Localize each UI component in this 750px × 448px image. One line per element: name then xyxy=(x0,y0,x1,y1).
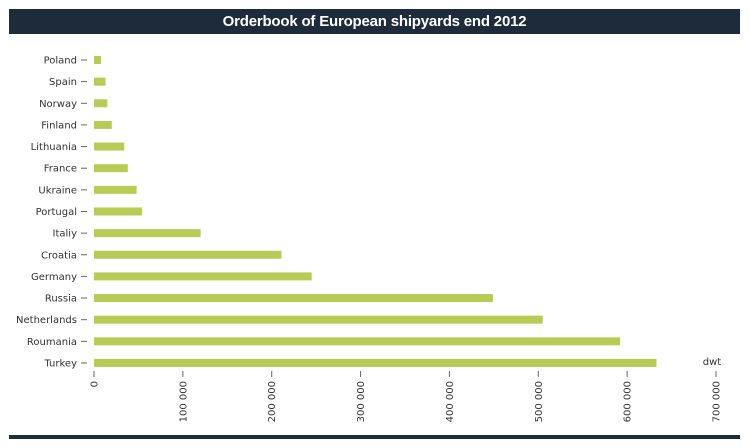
bar-germany xyxy=(94,272,312,281)
bar-roumania xyxy=(94,337,621,346)
bar-france xyxy=(94,164,128,173)
y-tick-label-portugal: Portugal xyxy=(36,207,77,218)
y-tick-label-poland: Poland xyxy=(44,56,77,67)
bar-lithuania xyxy=(94,142,125,151)
y-tick-label-croatia: Croatia xyxy=(41,250,77,261)
y-tick-label-lithuania: Lithuania xyxy=(31,142,77,153)
bar-finland xyxy=(94,120,112,129)
x-tick-label: 100 000 xyxy=(178,381,189,422)
y-tick-label-italiy: Italiy xyxy=(53,229,78,240)
chart-title: Orderbook of European shipyards end 2012 xyxy=(9,9,740,34)
x-tick-label: 300 000 xyxy=(356,381,367,422)
bar-portugal xyxy=(94,207,142,216)
y-tick-label-netherlands: Netherlands xyxy=(16,315,77,326)
y-tick-label-turkey: Turkey xyxy=(43,358,77,369)
y-tick-label-spain: Spain xyxy=(49,77,77,88)
y-tick-label-russia: Russia xyxy=(45,294,77,305)
x-tick-label: 600 000 xyxy=(623,381,634,422)
bar-russia xyxy=(94,294,493,303)
bottom-rule xyxy=(9,435,740,439)
y-tick-label-france: France xyxy=(44,164,77,175)
y-tick-label-finland: Finland xyxy=(41,120,77,131)
bar-poland xyxy=(94,56,102,64)
bar-italiy xyxy=(94,229,201,238)
bar-norway xyxy=(94,99,108,108)
x-tick-label: 0 xyxy=(90,381,101,387)
bar-turkey xyxy=(94,358,657,367)
x-tick-label: 200 000 xyxy=(267,381,278,422)
bar-spain xyxy=(94,77,106,86)
bar-netherlands xyxy=(94,315,543,324)
bar-ukraine xyxy=(94,185,137,194)
y-tick-label-norway: Norway xyxy=(39,99,77,110)
y-tick-label-roumania: Roumania xyxy=(27,337,77,348)
y-tick-label-germany: Germany xyxy=(31,272,77,283)
x-tick-label: 500 000 xyxy=(534,381,545,422)
bar-croatia xyxy=(94,250,282,259)
x-tick-label: 700 000 xyxy=(712,381,723,422)
y-tick-label-ukraine: Ukraine xyxy=(38,185,77,196)
x-axis-unit-label: dwt xyxy=(703,357,722,368)
x-tick-label: 400 000 xyxy=(445,381,456,422)
